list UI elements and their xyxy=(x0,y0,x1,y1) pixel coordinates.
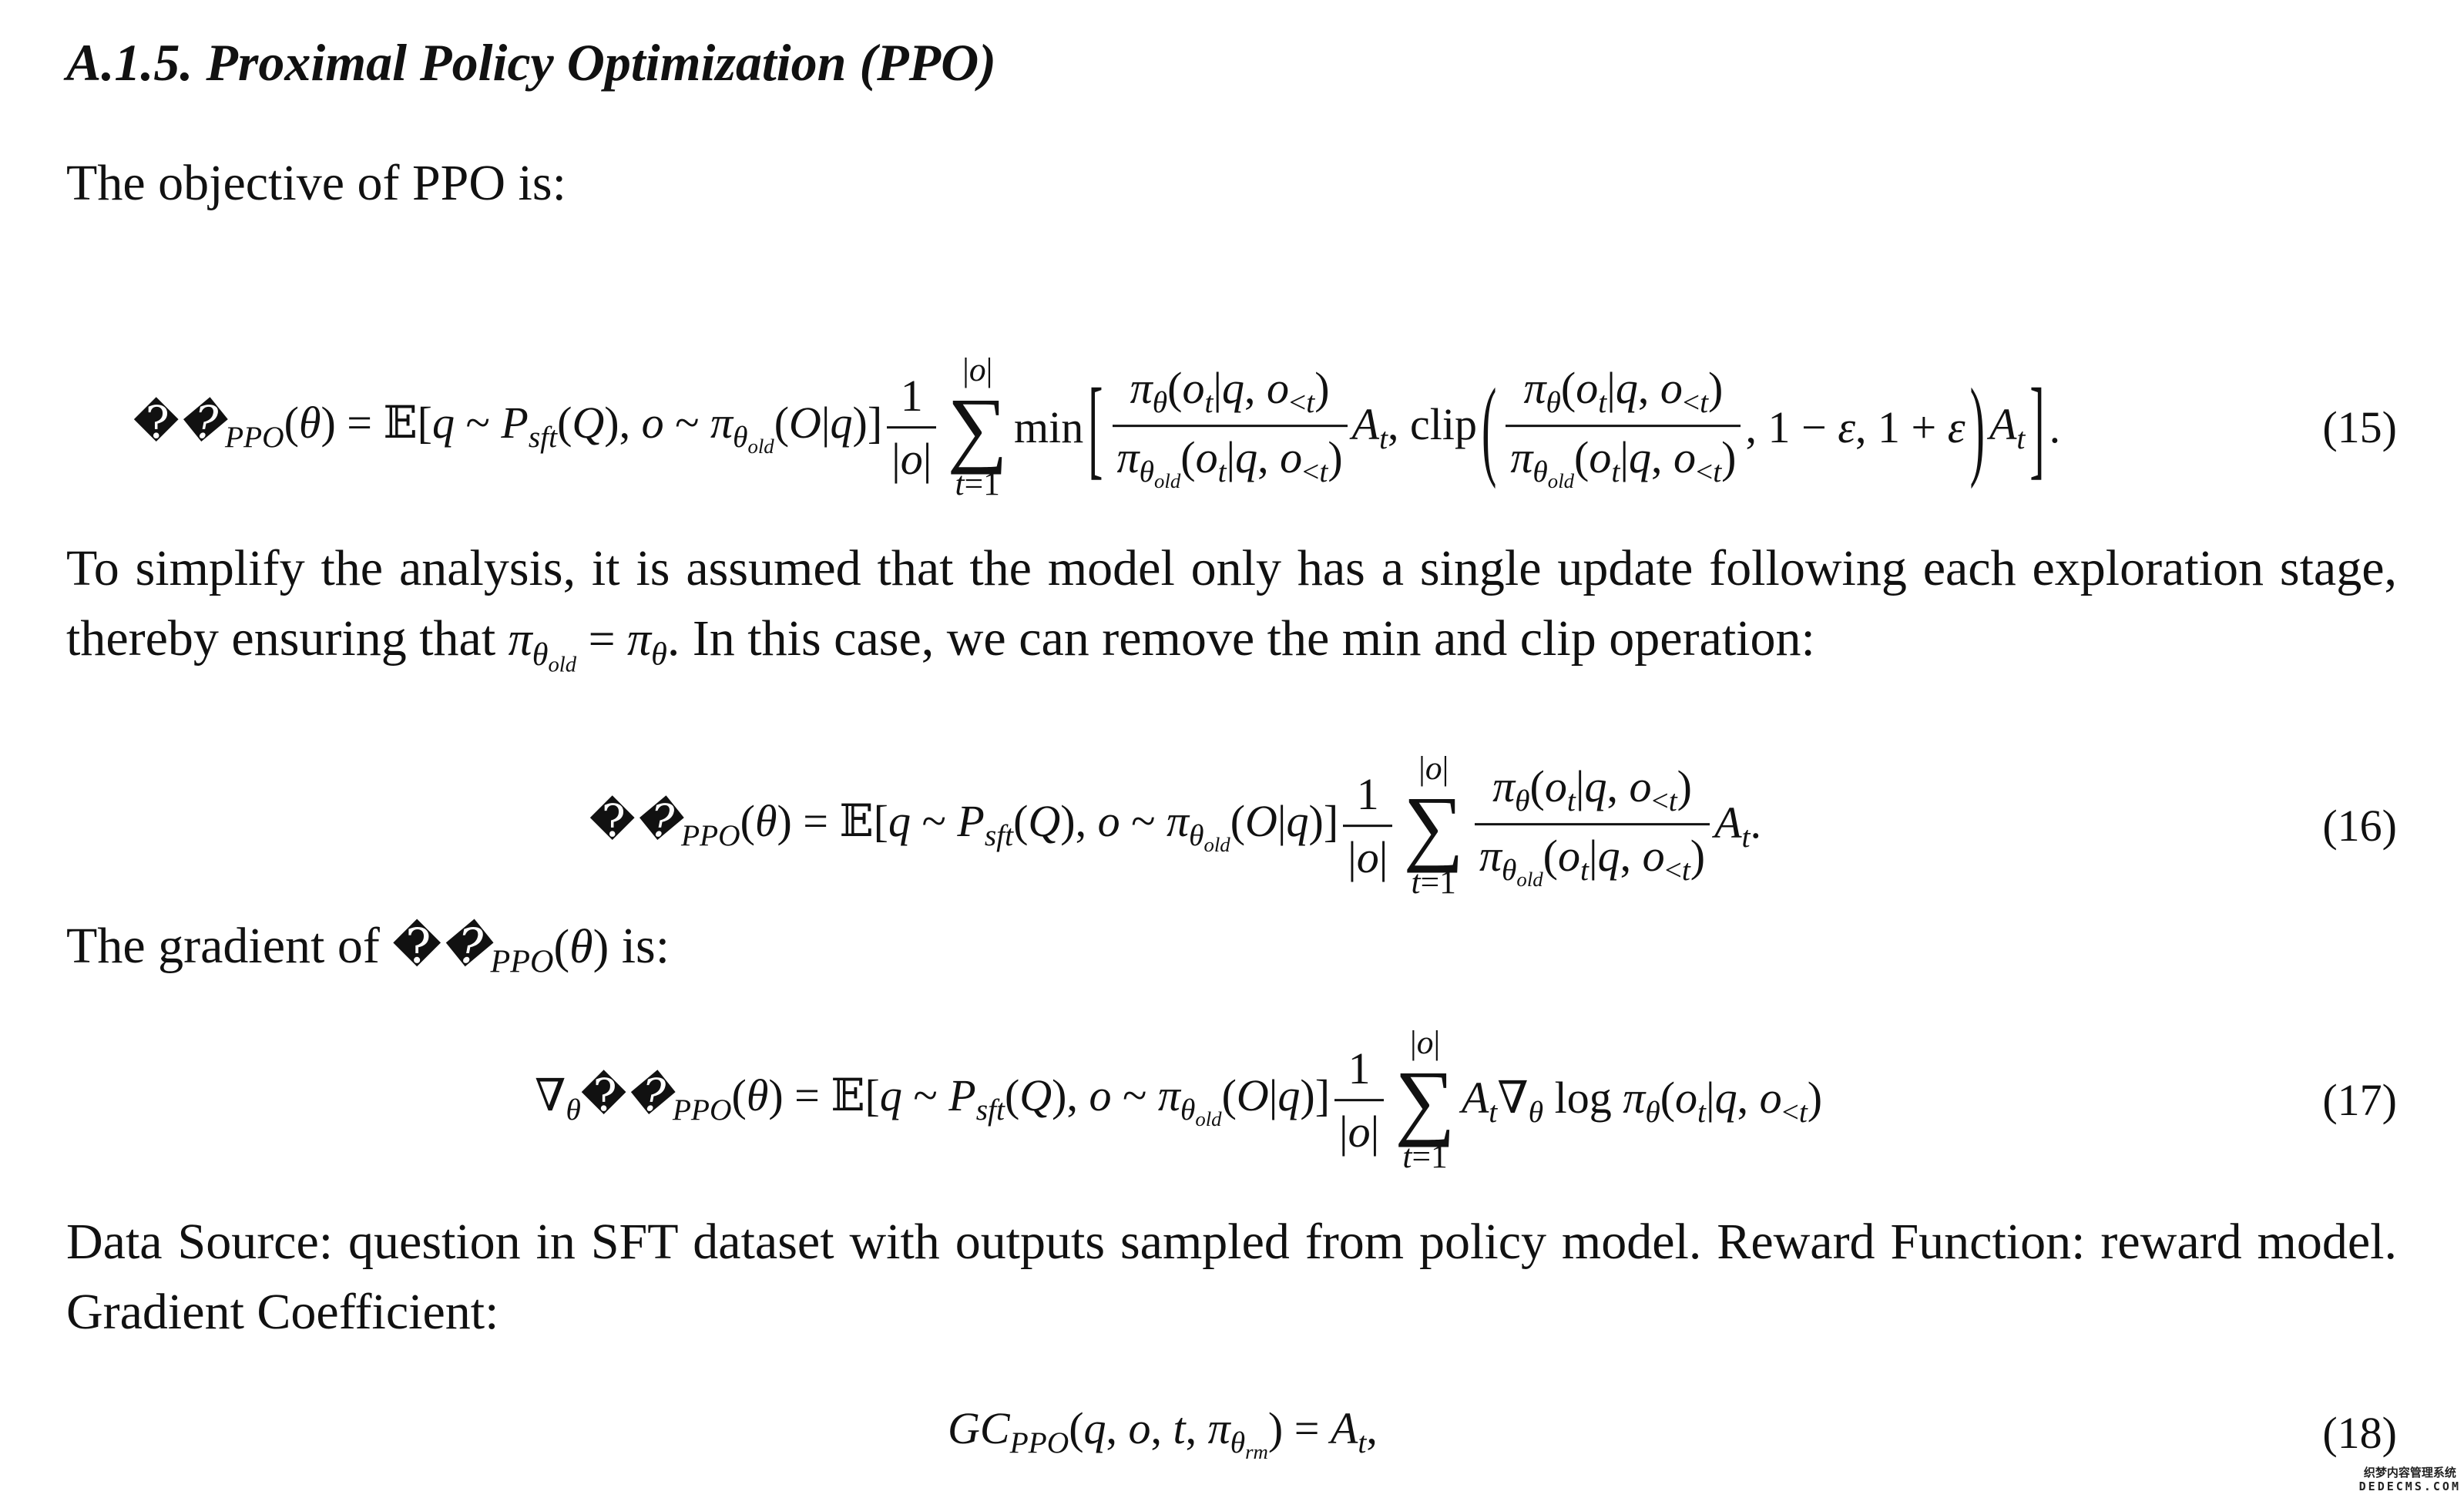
eq17-norm-fraction: 1 |o| xyxy=(1334,1043,1385,1158)
numerator: πθ(ot|q, o<t) xyxy=(1492,761,1692,818)
numerator: 1 xyxy=(1348,1043,1371,1094)
left-bracket: [ xyxy=(1088,364,1103,491)
equation-number-15: (15) xyxy=(2322,402,2397,453)
sum-lower: t=1 xyxy=(955,465,1000,503)
denominator: |o| xyxy=(1334,1099,1385,1158)
watermark-en: DEDECMS.COM xyxy=(2358,1480,2461,1493)
text: . In this case, we can remove the min an… xyxy=(666,610,1815,667)
eq18-expr: GCPPO(q, o, t, πθrm) = At, xyxy=(948,1403,1378,1463)
text: To simplify the analysis, it is assumed … xyxy=(66,540,2397,667)
eq16-norm-fraction: 1 |o| xyxy=(1343,769,1393,884)
equation-number-18: (18) xyxy=(2322,1408,2397,1459)
paragraph-data-source: Data Source: question in SFT dataset wit… xyxy=(66,1214,2397,1340)
equation-number-17: (17) xyxy=(2322,1075,2397,1126)
equation-15-row: 𝒥PPO(θ) = 𝔼[q ~ Psft(Q), o ~ πθold(O|q)]… xyxy=(66,351,2397,503)
eq15-clip-ratio-fraction: πθ(ot|q, o<t) πθold(ot|q, o<t) xyxy=(1506,362,1741,493)
paragraph-simplify: To simplify the analysis, it is assumed … xyxy=(66,533,2397,700)
eq15-mid: At, clip xyxy=(1351,399,1478,456)
intro-text: The objective of PPO is: xyxy=(66,155,566,211)
numerator: πθ(ot|q, o<t) xyxy=(1523,363,1724,419)
numerator: πθ(ot|q, o<t) xyxy=(1130,363,1330,419)
denominator: πθold(ot|q, o<t) xyxy=(1506,424,1741,493)
sum-upper: |o| xyxy=(1418,750,1449,788)
equation-number-16: (16) xyxy=(2322,801,2397,851)
sum-upper: |o| xyxy=(1409,1024,1441,1062)
eq15-lhs: 𝒥PPO(θ) = 𝔼[q ~ Psft(Q), o ~ πθold(O|q)] xyxy=(133,398,883,458)
sigma-symbol: ∑ xyxy=(1395,1053,1455,1147)
eq16-lhs: 𝒥PPO(θ) = 𝔼[q ~ Psft(Q), o ~ πθold(O|q)] xyxy=(589,796,1339,857)
numerator: 1 xyxy=(1356,769,1379,820)
eq15-norm-fraction: 1 |o| xyxy=(887,371,937,485)
sum-lower: t=1 xyxy=(1411,864,1456,902)
advantage: At xyxy=(1989,399,2026,456)
left-paren: ( xyxy=(1482,364,1497,491)
watermark-logo: 织梦内容管理系统 DEDECMS.COM xyxy=(2359,1466,2461,1493)
text: The gradient of xyxy=(66,918,393,974)
equation-16: 𝒥PPO(θ) = 𝔼[q ~ Psft(Q), o ~ πθold(O|q)]… xyxy=(589,750,1761,902)
denominator: |o| xyxy=(1343,825,1393,884)
period: . xyxy=(2049,402,2061,453)
denominator: πθold(ot|q, o<t) xyxy=(1474,822,1710,892)
eq16-summation: |o| ∑ t=1 xyxy=(1403,750,1464,902)
equation-17: ∇θ𝒥PPO(θ) = 𝔼[q ~ Psft(Q), o ~ πθold(O|q… xyxy=(535,1026,1822,1174)
right-bracket: ] xyxy=(2029,364,2045,491)
eq16-tail: At. xyxy=(1714,798,1761,855)
gradient-intro: The gradient of 𝒥PPO(θ) is: xyxy=(66,917,670,981)
eq17-lhs: ∇θ𝒥PPO(θ) = 𝔼[q ~ Psft(Q), o ~ πθold(O|q… xyxy=(535,1070,1331,1131)
equation-16-row: 𝒥PPO(θ) = 𝔼[q ~ Psft(Q), o ~ πθold(O|q)]… xyxy=(66,750,2397,902)
eq17-summation: |o| ∑ t=1 xyxy=(1395,1026,1455,1174)
text: is: xyxy=(609,918,670,974)
equation-18: GCPPO(q, o, t, πθrm) = At, xyxy=(948,1402,1378,1464)
sigma-symbol: ∑ xyxy=(947,380,1008,475)
eq15-summation: |o| ∑ t=1 xyxy=(947,351,1008,503)
min-operator: min xyxy=(1013,402,1084,453)
eq16-ratio-fraction: πθ(ot|q, o<t) πθold(ot|q, o<t) xyxy=(1474,761,1710,892)
numerator: 1 xyxy=(900,371,923,422)
watermark-cn: 织梦内容管理系统 xyxy=(2363,1466,2456,1480)
right-paren: ) xyxy=(1969,364,1985,491)
sigma-symbol: ∑ xyxy=(1403,778,1464,873)
section-heading: A.1.5. Proximal Policy Optimization (PPO… xyxy=(66,33,996,92)
inline-math: πθold = πθ xyxy=(508,613,667,677)
denominator: |o| xyxy=(887,426,937,485)
equation-17-row: ∇θ𝒥PPO(θ) = 𝔼[q ~ Psft(Q), o ~ πθold(O|q… xyxy=(66,1026,2397,1174)
equation-18-row: GCPPO(q, o, t, πθrm) = At, (18) xyxy=(66,1402,2397,1464)
denominator: πθold(ot|q, o<t) xyxy=(1112,424,1348,493)
eq17-tail: At∇θ log πθ(ot|q, o<t) xyxy=(1461,1073,1823,1129)
sum-upper: |o| xyxy=(962,351,993,389)
sum-lower: t=1 xyxy=(1402,1138,1448,1176)
eq15-ratio-fraction: πθ(ot|q, o<t) πθold(ot|q, o<t) xyxy=(1112,362,1348,493)
inline-math: 𝒥PPO(θ) xyxy=(392,921,609,980)
clip-range: , 1 − ε, 1 + ε xyxy=(1745,402,1965,453)
equation-15: 𝒥PPO(θ) = 𝔼[q ~ Psft(Q), o ~ πθold(O|q)]… xyxy=(133,351,2061,503)
